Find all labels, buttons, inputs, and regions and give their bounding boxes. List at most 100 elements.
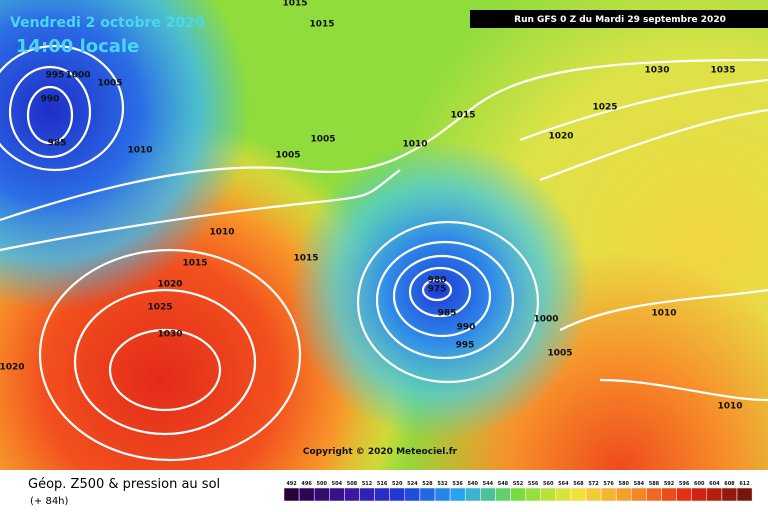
legend-swatch — [298, 487, 315, 502]
legend-swatch — [495, 487, 511, 502]
legend-label: 564 — [558, 481, 569, 487]
isobar-label: 1020 — [157, 280, 182, 290]
legend-swatch — [525, 487, 541, 502]
legend-label: 528 — [422, 481, 433, 487]
legend-label: 512 — [362, 481, 373, 487]
isobar-label: 985 — [438, 309, 457, 319]
isobar-label: 1020 — [548, 132, 573, 142]
run-info: Run GFS 0 Z du Mardi 29 septembre 2020 — [514, 15, 726, 25]
isobar-label: 1010 — [127, 146, 152, 156]
legend-swatch — [434, 487, 451, 502]
isobar-label: 1010 — [402, 140, 427, 150]
isobar-label: 1005 — [97, 79, 122, 89]
legend-label: 612 — [739, 481, 750, 487]
isobar-label: 980 — [428, 276, 447, 286]
legend-swatch — [721, 487, 738, 502]
legend-swatch — [615, 487, 632, 502]
legend-label: 544 — [483, 481, 494, 487]
isobar-label: 995 — [456, 341, 475, 351]
legend-label: 592 — [664, 481, 675, 487]
legend-label: 556 — [528, 481, 539, 487]
isobar-label: 1025 — [147, 303, 172, 313]
legend-swatch — [570, 487, 587, 502]
legend-label: 504 — [332, 481, 343, 487]
field — [0, 0, 768, 470]
legend-label: 560 — [543, 481, 554, 487]
isobars — [0, 44, 768, 462]
legend-label: 572 — [588, 481, 599, 487]
legend-swatch — [480, 487, 496, 502]
forecast-date: Vendredi 2 octobre 2020 — [10, 15, 205, 31]
footer-title: Géop. Z500 & pression au sol — [28, 477, 220, 492]
isobar-label: 1015 — [450, 111, 475, 121]
run-banner — [470, 10, 768, 28]
legend-label: 500 — [317, 481, 328, 487]
legend-swatch — [540, 487, 557, 502]
legend-swatch — [646, 487, 662, 502]
legend-swatch — [374, 487, 390, 502]
isobar-label: 985 — [48, 139, 67, 149]
legend-swatch — [464, 487, 481, 502]
legend-label: 548 — [498, 481, 509, 487]
legend-label: 604 — [709, 481, 720, 487]
isobar-label: 1010 — [209, 228, 234, 238]
isobar-label: 1010 — [717, 402, 742, 412]
isobar-label: 1010 — [651, 309, 676, 319]
legend-label: 576 — [603, 481, 614, 487]
isobar-label: 1015 — [293, 254, 318, 264]
legend-swatch — [313, 487, 330, 502]
isobar-label: 990 — [41, 95, 60, 105]
legend-swatch — [600, 487, 617, 502]
legend: 492 496 500 504 508 512 516 520 524 528 532 536 540 5… — [283, 481, 753, 502]
legend-swatch — [329, 487, 345, 502]
isobar-label: 1015 — [182, 259, 207, 269]
legend-label: 492 — [286, 481, 297, 487]
legend-swatch — [510, 487, 526, 502]
isobar-label: 1030 — [157, 330, 182, 340]
legend-label: 600 — [694, 481, 705, 487]
isobar-label: 1025 — [592, 103, 617, 113]
legend-label: 508 — [347, 481, 358, 487]
legend-label: 568 — [573, 481, 584, 487]
isobar-label: 1000 — [65, 71, 90, 81]
legend-swatch — [389, 487, 406, 502]
isobar-label: 990 — [457, 323, 476, 333]
legend-swatch — [344, 487, 360, 502]
legend-swatch — [736, 487, 753, 502]
isobar-label: 1005 — [547, 349, 572, 359]
legend-swatch — [661, 487, 677, 502]
legend-label: 552 — [513, 481, 524, 487]
isobar-label: 1035 — [710, 66, 735, 76]
legend-label: 520 — [392, 481, 403, 487]
isobar-label: 1015 — [282, 0, 307, 9]
isobar-label: 1005 — [275, 151, 300, 161]
legend-label: 516 — [377, 481, 388, 487]
legend-label: 584 — [634, 481, 645, 487]
forecast-time: 14:00 locale — [16, 36, 139, 57]
legend-swatch — [706, 487, 723, 502]
isobar-label: 1005 — [310, 135, 335, 145]
legend-swatch — [449, 487, 466, 502]
legend-label: 580 — [619, 481, 630, 487]
isobar-label: 975 — [428, 285, 447, 295]
legend-label: 532 — [437, 481, 448, 487]
legend-label: 496 — [301, 481, 312, 487]
legend-swatch — [283, 487, 300, 502]
legend-swatch — [585, 487, 602, 502]
legend-label: 608 — [724, 481, 735, 487]
copyright: Copyright © 2020 Meteociel.fr — [303, 447, 458, 457]
legend-swatch — [691, 487, 708, 502]
footer-lead: (+ 84h) — [30, 496, 69, 507]
legend-swatch — [359, 487, 375, 502]
legend-swatch — [404, 487, 421, 502]
legend-label: 540 — [468, 481, 479, 487]
legend-swatch — [631, 487, 647, 502]
legend-label: 524 — [407, 481, 418, 487]
isobar-label: 1015 — [309, 20, 334, 30]
isobar-label: 1000 — [533, 315, 558, 325]
isobar-label: 995 — [46, 71, 65, 81]
legend-swatch — [419, 487, 436, 502]
legend-label: 536 — [452, 481, 463, 487]
